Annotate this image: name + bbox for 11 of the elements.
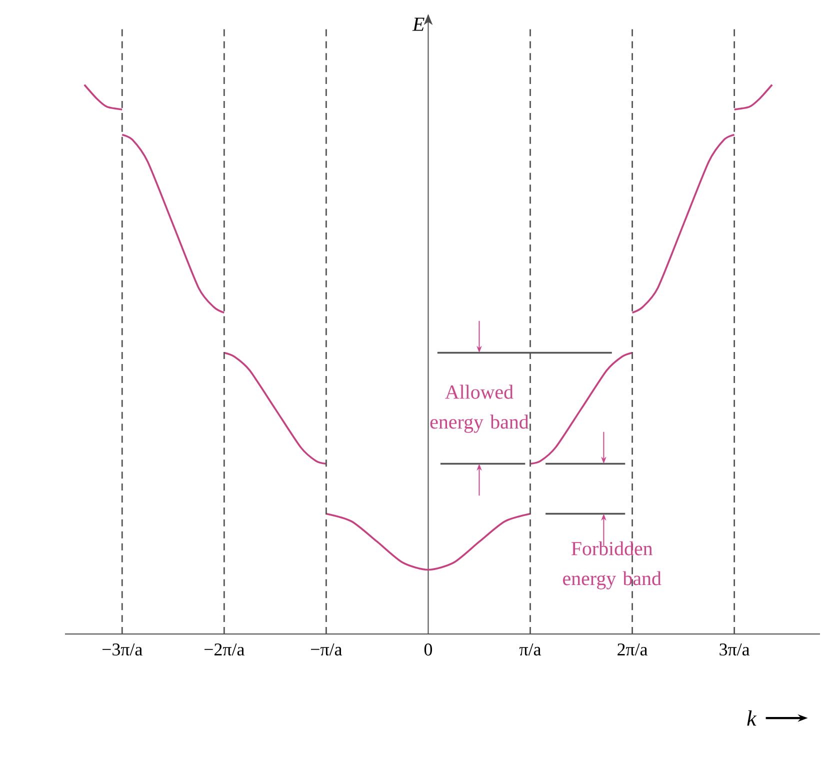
y-axis-title: E bbox=[412, 18, 424, 31]
x-axis-title: k bbox=[747, 710, 757, 726]
x-tick-label: 3π/a bbox=[720, 643, 750, 656]
x-tick-label: −3π/a bbox=[102, 643, 142, 656]
x-tick-label: π/a bbox=[520, 643, 542, 656]
x-tick-label: −2π/a bbox=[204, 643, 244, 656]
x-tick-label: 2π/a bbox=[618, 643, 648, 656]
annotation: Forbidden energy band bbox=[563, 541, 662, 590]
annotation: Allowed energy band bbox=[430, 384, 529, 433]
x-tick-label: −π/a bbox=[311, 643, 342, 656]
x-tick-label: 0 bbox=[424, 644, 432, 656]
